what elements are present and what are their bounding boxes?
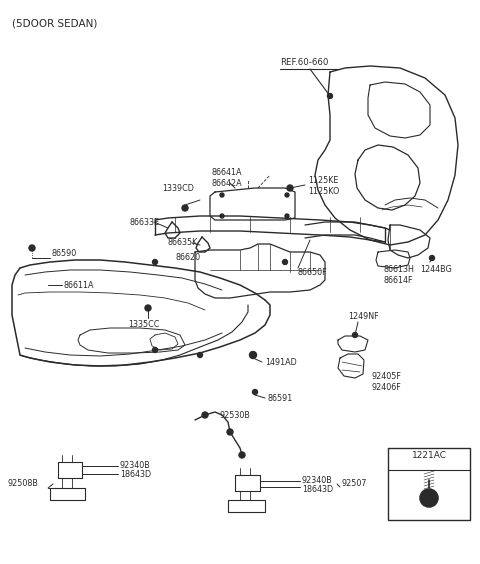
Circle shape xyxy=(285,214,289,218)
Circle shape xyxy=(153,347,157,352)
Text: 86590: 86590 xyxy=(52,249,77,258)
Circle shape xyxy=(420,489,438,507)
Circle shape xyxy=(220,214,224,218)
Text: 18643D: 18643D xyxy=(302,485,333,494)
Circle shape xyxy=(239,452,245,458)
Text: 92508B: 92508B xyxy=(8,479,39,488)
Circle shape xyxy=(420,489,438,507)
Text: 92507: 92507 xyxy=(342,478,368,487)
Text: 1249NF: 1249NF xyxy=(348,312,379,321)
Circle shape xyxy=(327,94,333,99)
Circle shape xyxy=(430,255,434,261)
Text: 86611A: 86611A xyxy=(64,281,95,290)
Text: 92530B: 92530B xyxy=(220,411,251,420)
Text: 92340B: 92340B xyxy=(302,476,333,485)
Text: 86641A
86642A: 86641A 86642A xyxy=(212,168,242,188)
Text: 1339CD: 1339CD xyxy=(162,184,194,193)
Text: 1244BG: 1244BG xyxy=(420,265,452,274)
Text: 86650F: 86650F xyxy=(298,268,328,277)
Circle shape xyxy=(202,412,208,418)
Text: 92340B: 92340B xyxy=(120,461,151,470)
Circle shape xyxy=(29,245,35,251)
Circle shape xyxy=(285,193,289,197)
Circle shape xyxy=(220,193,224,197)
Text: 86620: 86620 xyxy=(175,253,200,262)
Circle shape xyxy=(227,429,233,435)
Text: 86635K: 86635K xyxy=(168,238,198,247)
Text: 86591: 86591 xyxy=(268,394,293,403)
Text: (5DOOR SEDAN): (5DOOR SEDAN) xyxy=(12,18,97,28)
Circle shape xyxy=(153,259,157,265)
Circle shape xyxy=(197,352,203,358)
Circle shape xyxy=(145,305,151,311)
Circle shape xyxy=(252,390,257,394)
Circle shape xyxy=(182,205,188,211)
Circle shape xyxy=(352,333,358,337)
Text: 18643D: 18643D xyxy=(120,470,151,479)
Text: 1125KE
1125KO: 1125KE 1125KO xyxy=(308,176,339,196)
Text: 86633E: 86633E xyxy=(130,218,160,227)
Circle shape xyxy=(283,259,288,265)
Text: 1335CC: 1335CC xyxy=(128,320,159,329)
Text: REF.60-660: REF.60-660 xyxy=(280,58,328,67)
Text: 1221AC: 1221AC xyxy=(411,451,446,460)
Circle shape xyxy=(287,185,293,191)
Text: 86613H
86614F: 86613H 86614F xyxy=(383,265,414,285)
Text: 92405F
92406F: 92405F 92406F xyxy=(372,372,402,392)
Circle shape xyxy=(250,351,256,359)
Text: 1491AD: 1491AD xyxy=(265,358,297,367)
